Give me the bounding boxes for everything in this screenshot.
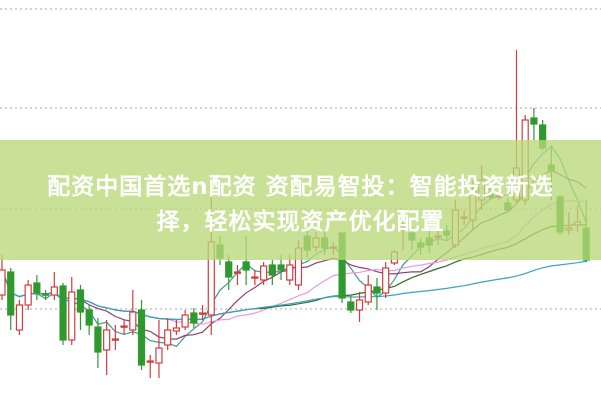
candle-up [0, 269, 6, 296]
candle-up [111, 338, 119, 341]
candle-down [94, 326, 102, 353]
candle-up [172, 327, 180, 332]
title-banner [0, 140, 601, 260]
candle-down [530, 117, 538, 125]
candle-down [59, 285, 67, 341]
candle-up [198, 312, 207, 315]
title-line-2: 择，轻松实现资产优化配置 [156, 209, 445, 235]
title-line-1: 配资中国首选n配资 资配易智投：智能投资新选 [47, 174, 554, 200]
candle-up [364, 284, 372, 303]
candle-up [382, 267, 390, 294]
candle-up [233, 271, 242, 274]
candle-up [155, 347, 163, 364]
ma-line-60 [1, 260, 587, 321]
candle-down [268, 264, 276, 276]
candle-up [355, 299, 364, 311]
candle-down [76, 289, 85, 313]
candle-up [251, 276, 259, 279]
candle-up [286, 264, 294, 281]
candle-down [277, 264, 285, 271]
candle-up [50, 286, 58, 296]
candle-up [15, 304, 24, 331]
candle-up [181, 314, 189, 328]
candle-down [41, 293, 50, 296]
candle-down [33, 282, 41, 294]
candle-up [129, 311, 137, 331]
candle-down [373, 286, 381, 294]
candle-down [347, 301, 355, 311]
candle-up [68, 291, 76, 341]
candle-down [137, 309, 146, 366]
candle-down [85, 309, 93, 326]
candle-down [7, 271, 15, 316]
candle-down [225, 261, 233, 278]
candle-down [190, 312, 198, 324]
candle-up [164, 329, 172, 346]
candle-up [24, 284, 32, 306]
candle-up [146, 360, 154, 363]
candle-up [260, 265, 268, 281]
candle-up [103, 329, 111, 351]
candle-up [120, 325, 128, 328]
candle-down [242, 261, 250, 271]
